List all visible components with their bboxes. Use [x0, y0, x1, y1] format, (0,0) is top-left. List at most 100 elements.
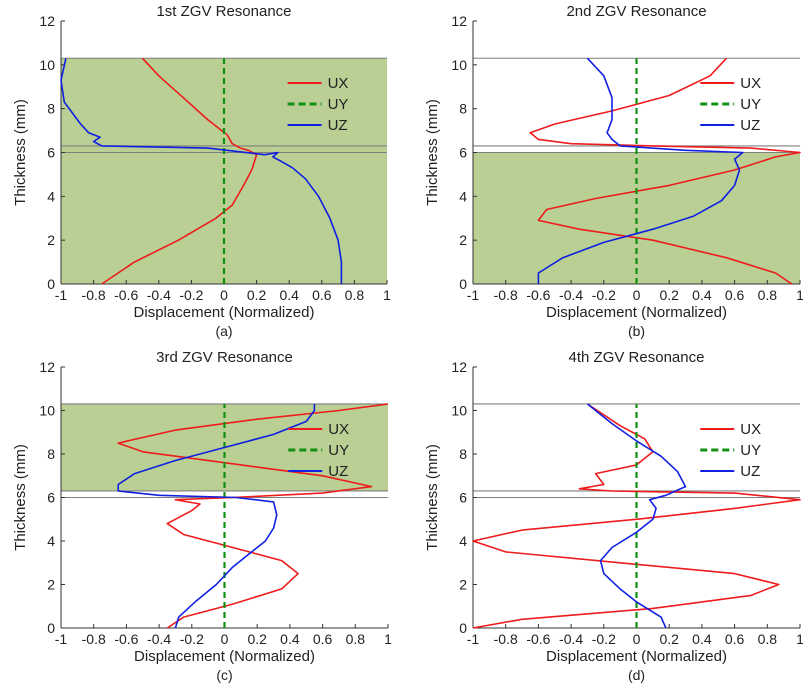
- y-axis-label: Thickness (mm): [12, 444, 29, 551]
- x-tick-label: 0.8: [345, 287, 365, 303]
- x-tick-label: -0.6: [526, 631, 550, 647]
- x-tick-label: 0.6: [725, 287, 745, 303]
- legend-label-uz: UZ: [740, 463, 760, 480]
- x-tick-label: -0.4: [147, 287, 171, 303]
- y-tick-label: 12: [39, 359, 55, 375]
- y-tick-label: 2: [459, 577, 467, 593]
- y-tick-label: 10: [39, 57, 55, 73]
- x-tick-label: 0.6: [725, 631, 745, 647]
- y-axis-label: Thickness (mm): [424, 444, 441, 551]
- x-tick-label: -0.4: [559, 631, 583, 647]
- x-tick-label: -0.2: [180, 631, 204, 647]
- y-tick-label: 10: [39, 403, 55, 419]
- panel-caption: (a): [215, 323, 232, 339]
- legend-label-uy: UY: [740, 442, 761, 459]
- x-tick-label: -0.6: [526, 287, 550, 303]
- x-tick-label: -0.6: [114, 287, 138, 303]
- legend-label-ux: UX: [740, 421, 761, 438]
- y-tick-label: 2: [47, 232, 55, 248]
- series-uz-line: [117, 404, 316, 629]
- y-tick-label: 8: [47, 101, 55, 117]
- y-tick-label: 6: [47, 490, 55, 506]
- legend-label-uz: UZ: [328, 117, 348, 134]
- x-tick-label: 0.4: [280, 631, 300, 647]
- x-tick-label: -0.6: [114, 631, 138, 647]
- panel-caption: (d): [628, 667, 645, 683]
- x-tick-label: 1: [383, 287, 391, 303]
- x-tick-label: 0.2: [659, 287, 679, 303]
- y-tick-label: 12: [451, 359, 467, 375]
- x-tick-label: 0: [633, 631, 641, 647]
- legend-label-uy: UY: [740, 96, 761, 113]
- y-tick-label: 0: [459, 620, 467, 636]
- x-tick-label: 0.6: [312, 287, 332, 303]
- series-uz-line: [587, 403, 687, 629]
- x-tick-label: 0: [633, 287, 641, 303]
- x-tick-label: -1: [467, 631, 480, 647]
- y-tick-label: 4: [459, 533, 467, 549]
- x-tick-label: -0.4: [147, 631, 171, 647]
- y-tick-label: 4: [459, 188, 467, 204]
- x-tick-label: -1: [467, 287, 480, 303]
- y-tick-label: 2: [459, 232, 467, 248]
- chart-panel: -1 -0.8 -0.6 -0.4 -0.2 0 0.2 0.4 0.6 0.8 102468101…: [12, 3, 391, 339]
- y-tick-label: 10: [451, 403, 467, 419]
- chart-title: 2nd ZGV Resonance: [566, 3, 706, 20]
- x-tick-label: 0.2: [659, 631, 679, 647]
- legend-label-uy: UY: [328, 442, 349, 459]
- x-tick-label: -0.8: [494, 287, 518, 303]
- y-tick-label: 6: [47, 145, 55, 161]
- y-tick-label: 4: [47, 533, 55, 549]
- x-tick-label: -0.8: [494, 631, 518, 647]
- y-tick-label: 6: [459, 490, 467, 506]
- x-tick-label: 0.4: [279, 287, 299, 303]
- series-ux-line: [529, 57, 801, 285]
- x-tick-label: 0.8: [758, 287, 778, 303]
- x-tick-label: -0.2: [592, 287, 616, 303]
- y-tick-label: 0: [47, 276, 55, 292]
- x-tick-label: 0.6: [313, 631, 333, 647]
- legend-label-uz: UZ: [740, 117, 760, 134]
- y-tick-label: 8: [47, 446, 55, 462]
- chart-panel: -1 -0.8 -0.6 -0.4 -0.2 0 0.2 0.4 0.6 0.8 102468101…: [12, 349, 392, 683]
- y-tick-label: 12: [39, 13, 55, 29]
- chart-panel: -1 -0.8 -0.6 -0.4 -0.2 0 0.2 0.4 0.6 0.8 102468101…: [424, 3, 803, 339]
- x-tick-label: 0.8: [346, 631, 366, 647]
- x-tick-label: 0.4: [692, 287, 712, 303]
- x-tick-label: -0.2: [592, 631, 616, 647]
- x-tick-label: -0.8: [82, 631, 106, 647]
- y-tick-label: 8: [459, 446, 467, 462]
- y-tick-label: 4: [47, 188, 55, 204]
- chart-panel: -1 -0.8 -0.6 -0.4 -0.2 0 0.2 0.4 0.6 0.8 102468101…: [424, 349, 803, 683]
- series-uz-line: [537, 57, 744, 284]
- x-tick-label: 0.2: [247, 631, 267, 647]
- panel-caption: (c): [216, 667, 232, 683]
- x-tick-label: -0.2: [179, 287, 203, 303]
- x-tick-label: -1: [55, 631, 68, 647]
- chart-title: 3rd ZGV Resonance: [156, 349, 293, 366]
- y-tick-label: 6: [459, 145, 467, 161]
- x-tick-label: 0.4: [692, 631, 712, 647]
- y-tick-label: 0: [47, 620, 55, 636]
- panel-caption: (b): [628, 323, 645, 339]
- x-tick-label: 1: [384, 631, 392, 647]
- legend-label-uz: UZ: [328, 463, 348, 480]
- x-tick-label: -0.4: [559, 287, 583, 303]
- x-tick-label: 0: [221, 631, 229, 647]
- x-tick-label: 1: [796, 631, 803, 647]
- y-tick-label: 2: [47, 577, 55, 593]
- series-ux-line: [117, 403, 389, 629]
- legend-label-ux: UX: [328, 421, 349, 438]
- x-tick-label: -0.8: [82, 287, 106, 303]
- y-tick-label: 0: [459, 276, 467, 292]
- y-tick-label: 10: [451, 57, 467, 73]
- legend-label-uy: UY: [328, 96, 349, 113]
- chart-title: 1st ZGV Resonance: [156, 3, 291, 20]
- y-tick-label: 8: [459, 101, 467, 117]
- x-tick-label: 1: [796, 287, 803, 303]
- y-axis-label: Thickness (mm): [12, 99, 29, 206]
- x-axis-label: Displacement (Normalized): [134, 304, 315, 321]
- x-tick-label: -1: [55, 287, 68, 303]
- x-axis-label: Displacement (Normalized): [134, 648, 315, 665]
